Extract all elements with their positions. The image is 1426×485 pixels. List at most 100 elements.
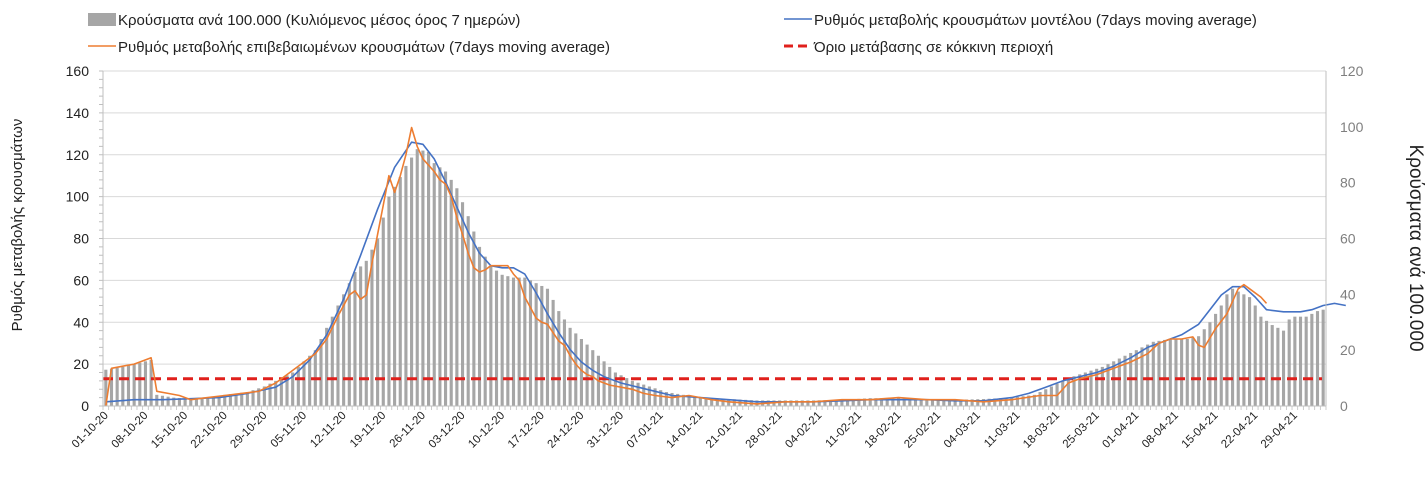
legend-item-threshold: Όριο μετάβασης σε κόκκινη περιοχή — [784, 39, 1053, 56]
y-axis-left-tick-label: 120 — [66, 147, 90, 163]
bar — [121, 366, 125, 406]
bar — [1321, 309, 1325, 406]
bar — [325, 327, 329, 406]
x-axis-tick-label: 29-10-20 — [228, 410, 269, 451]
bar — [1298, 316, 1303, 406]
bar — [370, 249, 374, 406]
bar — [1123, 355, 1127, 406]
bar — [1083, 372, 1087, 406]
bar — [1281, 330, 1286, 406]
bar — [217, 395, 221, 406]
y-axis-left-tick-label: 140 — [66, 105, 90, 121]
bar — [653, 388, 657, 406]
bar — [913, 398, 918, 406]
bar — [942, 399, 946, 406]
bar-series — [104, 149, 1325, 406]
bar — [1202, 329, 1206, 406]
bar — [823, 400, 827, 406]
y-axis-right-tick-label: 100 — [1340, 119, 1364, 135]
bar — [251, 390, 255, 406]
bar — [296, 366, 300, 406]
bar — [1021, 396, 1025, 406]
bar — [274, 380, 278, 406]
confirmed-line — [105, 126, 1268, 407]
bar — [506, 276, 510, 406]
bar — [194, 398, 198, 406]
x-axis-tick-label: 11-03-21 — [982, 410, 1022, 450]
bar — [109, 368, 114, 406]
bar — [353, 272, 357, 406]
bar — [1078, 374, 1082, 406]
x-axis-tick-label: 19-11-20 — [348, 410, 388, 450]
x-axis-tick-label: 12-11-20 — [308, 410, 348, 450]
bar — [234, 393, 238, 406]
x-axis-tick-label: 03-12-20 — [427, 410, 468, 451]
bar — [925, 399, 929, 406]
x-axis-tick-label: 22-10-20 — [189, 410, 230, 451]
bar — [987, 398, 991, 406]
x-axis-tick-label: 05-11-20 — [269, 410, 309, 450]
legend-label-threshold: Όριο μετάβασης σε κόκκινη περιοχή — [813, 39, 1053, 56]
bar — [1100, 366, 1104, 406]
legend: Κρούσματα ανά 100.000 (Κυλιόμενος μέσος … — [88, 12, 1257, 56]
bar — [206, 397, 210, 406]
bar — [466, 216, 470, 406]
x-axis-tick-label: 08-10-20 — [110, 410, 151, 451]
bar — [1185, 339, 1189, 406]
bar — [472, 231, 476, 406]
x-axis-tick-label: 08-04-21 — [1140, 410, 1181, 451]
bar — [851, 399, 855, 406]
bar — [1304, 316, 1308, 406]
bar — [381, 217, 385, 406]
y-axis-right-tick-label: 20 — [1340, 342, 1356, 358]
bar — [1061, 380, 1065, 406]
bar — [1197, 336, 1201, 406]
bar — [551, 299, 555, 406]
bar — [857, 398, 861, 406]
bar — [1242, 294, 1246, 406]
bar — [291, 372, 295, 406]
bar — [613, 372, 617, 406]
bar — [455, 188, 459, 406]
bar — [778, 400, 782, 406]
y-axis-left-tick-label: 20 — [73, 356, 89, 372]
x-axis-tick-label: 04-02-21 — [783, 410, 824, 451]
legend-swatch-bars — [88, 13, 116, 26]
bar — [359, 266, 363, 406]
x-axis-tick-label: 07-01-21 — [625, 410, 666, 451]
bar — [647, 386, 651, 406]
bar — [160, 395, 165, 406]
bar — [166, 396, 170, 406]
bar — [319, 339, 323, 406]
bar — [562, 319, 567, 406]
bar — [930, 399, 935, 406]
bar — [443, 171, 448, 406]
bar — [676, 393, 680, 406]
bar — [415, 149, 419, 406]
bar — [347, 283, 351, 406]
bar — [817, 400, 821, 406]
bar — [1066, 378, 1070, 406]
bar — [1276, 327, 1280, 406]
bar — [183, 398, 187, 406]
bar — [1168, 339, 1172, 406]
bar — [574, 333, 578, 406]
bar — [998, 398, 1002, 406]
bar — [1236, 291, 1240, 406]
x-axis-tick-label: 25-02-21 — [902, 410, 943, 451]
bar — [885, 398, 889, 406]
legend-label-bars: Κρούσματα ανά 100.000 (Κυλιόμενος μέσος … — [118, 12, 520, 29]
bar — [1214, 313, 1218, 406]
bar — [449, 179, 453, 406]
bar — [1038, 392, 1042, 406]
bar — [528, 280, 533, 406]
x-axis-tick-label: 14-01-21 — [664, 410, 705, 451]
y-axis-left-tick-label: 40 — [73, 314, 89, 330]
bar — [1253, 305, 1257, 406]
bar — [715, 398, 719, 406]
bar — [477, 246, 482, 406]
bar — [1174, 339, 1178, 406]
bar — [138, 362, 142, 406]
bar — [393, 186, 397, 406]
